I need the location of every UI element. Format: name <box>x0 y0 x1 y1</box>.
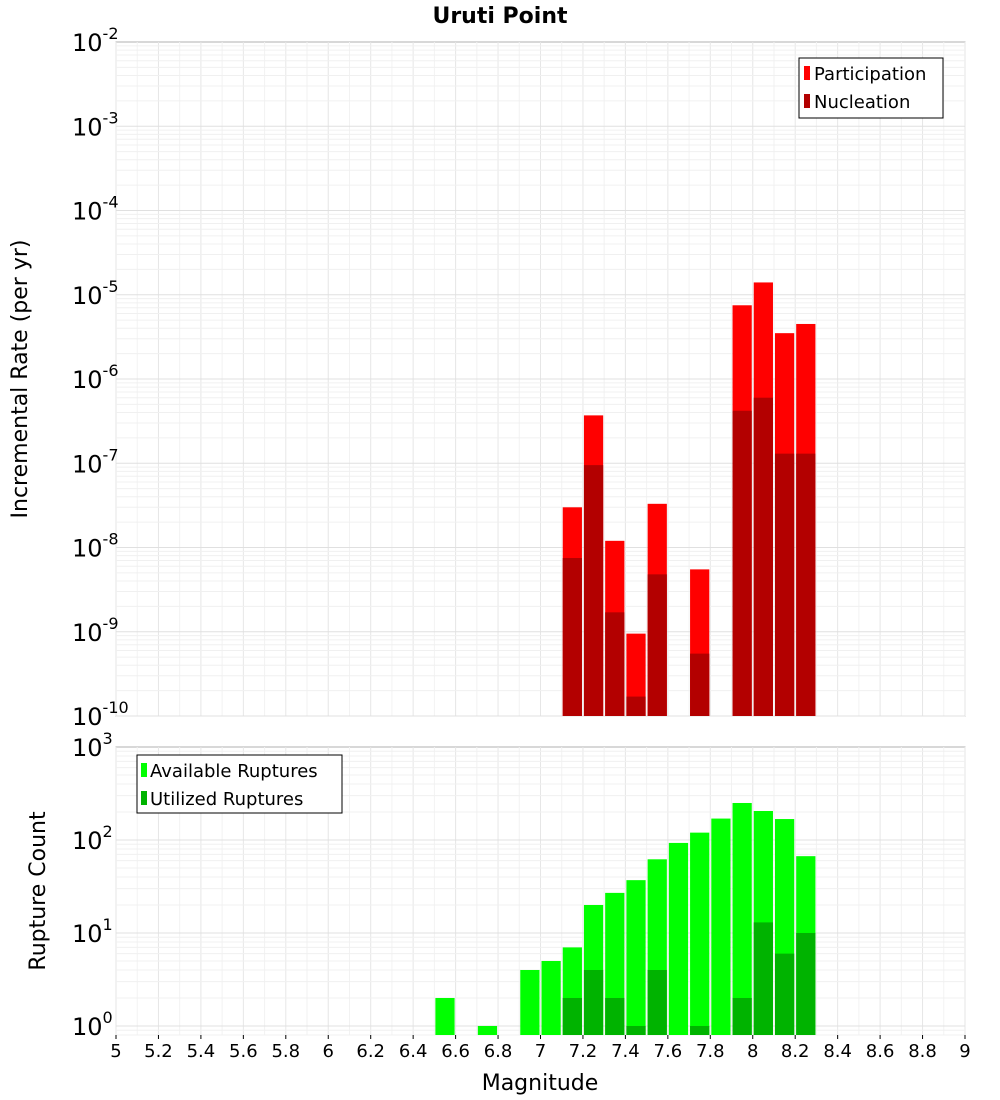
nucleation-bar <box>583 465 604 716</box>
x-tick-label: 6.6 <box>441 1041 470 1062</box>
x-tick-label: 8 <box>747 1041 758 1062</box>
x-tick-label: 6 <box>323 1041 334 1062</box>
x-tick-label: 8.8 <box>908 1041 937 1062</box>
x-axis-label: Magnitude <box>482 1071 599 1096</box>
utilized-bar <box>796 932 816 1035</box>
y-tick-label: 10-8 <box>72 530 119 563</box>
available-bar <box>520 969 540 1035</box>
y-tick-label: 10-7 <box>72 445 119 478</box>
y-tick-label: 10-10 <box>72 698 129 731</box>
utilized-bar <box>774 953 795 1035</box>
available-bar <box>541 960 561 1035</box>
available-bar <box>732 802 752 1035</box>
x-tick-label: 7.8 <box>696 1041 725 1062</box>
nucleation-legend-swatch <box>804 94 810 108</box>
participation-legend-swatch <box>804 66 810 80</box>
y-tick-label: 101 <box>72 915 113 948</box>
x-tick-label: 5 <box>110 1041 121 1062</box>
rate-panel: 10-10 10-9 10-8 10-7 10-6 10-5 10-4 10-3 10-2 In… <box>8 24 966 731</box>
utilized-bar <box>647 969 667 1035</box>
x-tick-label: 8.4 <box>823 1041 852 1062</box>
count-x-ticks: 5 5.2 5.4 5.6 5.8 6 6.2 6.4 6.6 6.8 7 7.2 7.4 7.6 7.8 8… <box>110 1035 971 1062</box>
y-tick-label: 102 <box>72 822 113 855</box>
nucleation-bar <box>796 453 816 716</box>
nucleation-bar <box>690 653 710 716</box>
participation-legend-label: Participation <box>814 64 926 85</box>
utilized-bar <box>626 1025 646 1035</box>
x-tick-label: 6.8 <box>484 1041 513 1062</box>
available-bar <box>690 832 710 1035</box>
count-y-axis-label: Rupture Count <box>26 811 51 971</box>
rate-y-ticks: 10-10 10-9 10-8 10-7 10-6 10-5 10-4 10-3 10-2 <box>72 24 129 731</box>
x-tick-label: 6.2 <box>356 1041 385 1062</box>
participation-bar <box>626 633 646 716</box>
utilized-bar <box>605 997 625 1035</box>
nucleation-bar <box>626 696 646 716</box>
y-tick-label: 10-5 <box>72 277 119 310</box>
y-tick-label: 10-4 <box>72 193 119 226</box>
y-tick-label: 10-3 <box>72 108 119 141</box>
x-tick-label: 9 <box>959 1041 970 1062</box>
y-tick-label: 10-9 <box>72 614 119 647</box>
nucleation-bar <box>753 397 773 716</box>
count-y-ticks: 100 101 102 103 <box>72 729 113 1041</box>
available-bar <box>435 997 455 1035</box>
available-bar <box>668 842 689 1035</box>
x-tick-label: 5.6 <box>229 1041 258 1062</box>
utilized-bar <box>690 1025 710 1035</box>
x-tick-label: 5.8 <box>271 1041 300 1062</box>
rate-y-axis-label: Incremental Rate (per yr) <box>8 240 33 519</box>
count-gridlines <box>115 747 966 1036</box>
available-legend-swatch <box>141 763 147 777</box>
rate-legend: Participation Nucleation <box>798 57 944 119</box>
count-bars <box>435 802 816 1035</box>
rate-bars <box>562 282 816 716</box>
x-tick-label: 5.2 <box>144 1041 173 1062</box>
utilized-legend-swatch <box>141 791 147 805</box>
y-tick-label: 100 <box>72 1008 113 1041</box>
nucleation-bar <box>647 574 667 716</box>
utilized-bar <box>583 969 604 1035</box>
nucleation-bar <box>732 410 752 716</box>
count-legend-box <box>136 754 343 814</box>
count-legend: Available Ruptures Utilized Ruptures <box>136 754 343 814</box>
nucleation-bar <box>774 453 795 716</box>
x-tick-label: 8.2 <box>781 1041 810 1062</box>
nucleation-bar <box>562 558 582 716</box>
y-tick-label: 10-2 <box>72 24 119 57</box>
x-tick-label: 7.2 <box>569 1041 598 1062</box>
available-bar <box>477 1025 498 1035</box>
x-tick-label: 8.6 <box>866 1041 895 1062</box>
nucleation-legend-label: Nucleation <box>814 92 910 113</box>
utilized-bar <box>753 922 773 1035</box>
x-tick-label: 7.6 <box>654 1041 683 1062</box>
utilized-bar <box>562 997 582 1035</box>
available-legend-label: Available Ruptures <box>150 761 318 782</box>
chart-title: Uruti Point <box>432 4 568 29</box>
x-tick-label: 5.4 <box>187 1041 216 1062</box>
available-bar <box>711 818 731 1035</box>
count-panel: 100 101 102 103 5 5.2 5.4 5.6 5.8 6 6.2 6.4 6.6 6.8 7… <box>26 729 971 1096</box>
y-tick-label: 10-6 <box>72 361 119 394</box>
nucleation-bar <box>605 612 625 716</box>
rate-legend-box <box>798 57 944 119</box>
available-bar <box>626 880 646 1035</box>
x-tick-label: 6.4 <box>399 1041 428 1062</box>
utilized-bar <box>732 997 752 1035</box>
y-tick-label: 103 <box>72 729 113 762</box>
utilized-legend-label: Utilized Ruptures <box>150 789 303 810</box>
x-tick-label: 7.4 <box>611 1041 640 1062</box>
x-tick-label: 7 <box>535 1041 546 1062</box>
rate-gridlines <box>115 42 966 717</box>
